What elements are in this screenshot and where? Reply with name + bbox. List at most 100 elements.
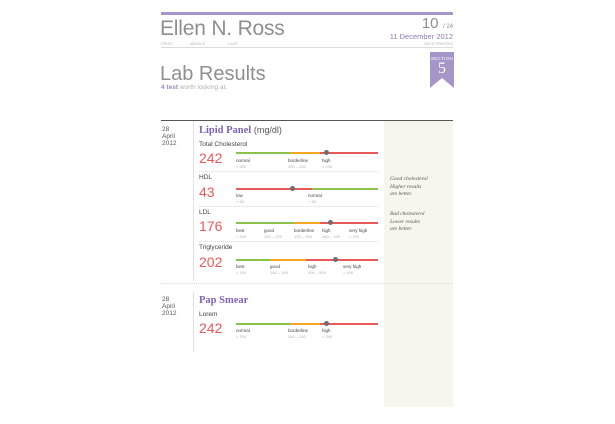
range-label: high [308, 264, 317, 269]
value-marker [328, 220, 333, 225]
page-current: 10 [421, 15, 439, 32]
range-label: normal [308, 193, 322, 198]
section-badge-ribbon-icon [430, 78, 454, 88]
value-marker [324, 150, 329, 155]
range-bar-high [306, 259, 378, 261]
range-bar-low [236, 188, 312, 190]
section-date: 28 April 2012 [162, 296, 192, 317]
section-date-month: April [162, 303, 176, 310]
date-column-divider-2 [193, 292, 194, 352]
test-value: 43 [199, 184, 215, 200]
range-label: high [322, 228, 331, 233]
range-sub: < 100 [236, 234, 247, 239]
section-badge-label: SECTION [430, 56, 454, 61]
section-date-month: April [162, 133, 176, 140]
section-date-day: 28 [162, 296, 170, 303]
note-line: are better. [390, 191, 413, 197]
test-divider [199, 171, 378, 172]
test-divider [199, 241, 378, 242]
date-column-divider [193, 121, 194, 281]
note-line: Lower results [390, 218, 420, 225]
header-divider [161, 47, 453, 48]
page-total: / 24 [442, 24, 453, 30]
range-sub: 150 – 199 [270, 270, 288, 275]
test-name: Total Cholesterol [199, 141, 248, 148]
notes-column [384, 121, 453, 407]
range-bar-normal [236, 152, 290, 154]
results-top-rule [161, 120, 453, 121]
range-bar-best [236, 222, 294, 224]
section-badge: SECTION 5 [430, 52, 454, 78]
print-date: 11 December 2012 [389, 32, 453, 41]
range-sub: < 50 [236, 199, 244, 204]
value-marker [324, 321, 329, 326]
range-label: best [236, 264, 245, 269]
section-date: 28 April 2012 [162, 126, 192, 147]
print-date-label: DATE PRINTED [423, 41, 453, 46]
section-divider [161, 283, 453, 284]
test-note: Good cholesterol Higher results are bett… [390, 176, 450, 199]
subtitle-count: 4 test [161, 84, 178, 91]
range-label: good [264, 228, 275, 233]
header-accent-bar [161, 12, 453, 15]
range-sub: < 150 [236, 270, 247, 275]
range-sub: 200 – 240 [288, 334, 306, 339]
range-label: low [236, 193, 243, 198]
range-label: very high [349, 228, 368, 233]
range-bar-high [320, 323, 378, 325]
test-name: LDL [199, 209, 211, 216]
range-label: borderline [294, 228, 315, 233]
range-label: borderline [288, 328, 309, 333]
test-value: 242 [199, 150, 223, 166]
note-line: are better. [390, 226, 413, 232]
range-bar-high [320, 152, 378, 154]
range-label: very high [343, 264, 362, 269]
range-sub: > 190 [349, 234, 360, 239]
range-sub: 200 – 240 [288, 164, 306, 169]
range-sub: 200 – 500 [308, 270, 326, 275]
section-date-year: 2012 [162, 140, 177, 147]
section-title: Lipid Panel (mg/dl) [199, 125, 282, 136]
range-bar-normal [312, 188, 378, 190]
range-label: high [322, 328, 331, 333]
page-subtitle: 4 test worth looking at. [161, 84, 227, 91]
range-label: normal [236, 328, 250, 333]
test-name: HDL [199, 174, 213, 181]
test-name: Triglyceride [199, 244, 233, 251]
range-sub: > 240 [322, 164, 333, 169]
note-line: Higher results [390, 183, 422, 190]
range-sub: < 200 [236, 334, 247, 339]
range-sub: < 200 [236, 164, 247, 169]
range-bar-borderline [290, 152, 320, 154]
section-date-year: 2012 [162, 310, 177, 317]
range-sub: > 50 [308, 199, 316, 204]
range-label: borderline [288, 158, 309, 163]
test-note: Bad cholesterol Lower results are better… [390, 211, 450, 234]
section-title-text: Pap Smear [199, 295, 249, 306]
subtitle-text: worth looking at. [179, 84, 228, 91]
range-sub: 100 – 129 [264, 234, 282, 239]
value-marker [290, 186, 295, 191]
test-value: 202 [199, 254, 223, 270]
name-label-last: LAST [228, 41, 239, 46]
note-line: Good cholesterol [390, 176, 428, 182]
name-label-middle: MIDDLE [190, 41, 206, 46]
note-line: Bad cholesterol [390, 211, 425, 217]
test-value: 176 [199, 218, 223, 234]
range-label: best [236, 228, 245, 233]
test-name: Lorem [199, 311, 218, 318]
section-date-day: 28 [162, 126, 170, 133]
range-bar-normal [236, 323, 290, 325]
range-bar-best [236, 259, 270, 261]
section-unit: (mg/dl) [253, 125, 282, 135]
test-value: 242 [199, 320, 223, 336]
section-badge-number: 5 [438, 60, 446, 77]
range-bar-high [320, 222, 378, 224]
page-number: 10 / 24 [420, 15, 453, 33]
name-label-first: FIRST [161, 41, 173, 46]
section-title: Pap Smear [199, 295, 248, 306]
range-sub: 130 – 159 [294, 234, 312, 239]
range-sub: > 240 [322, 334, 333, 339]
range-label: high [322, 158, 331, 163]
section-title-text: Lipid Panel [199, 125, 252, 136]
